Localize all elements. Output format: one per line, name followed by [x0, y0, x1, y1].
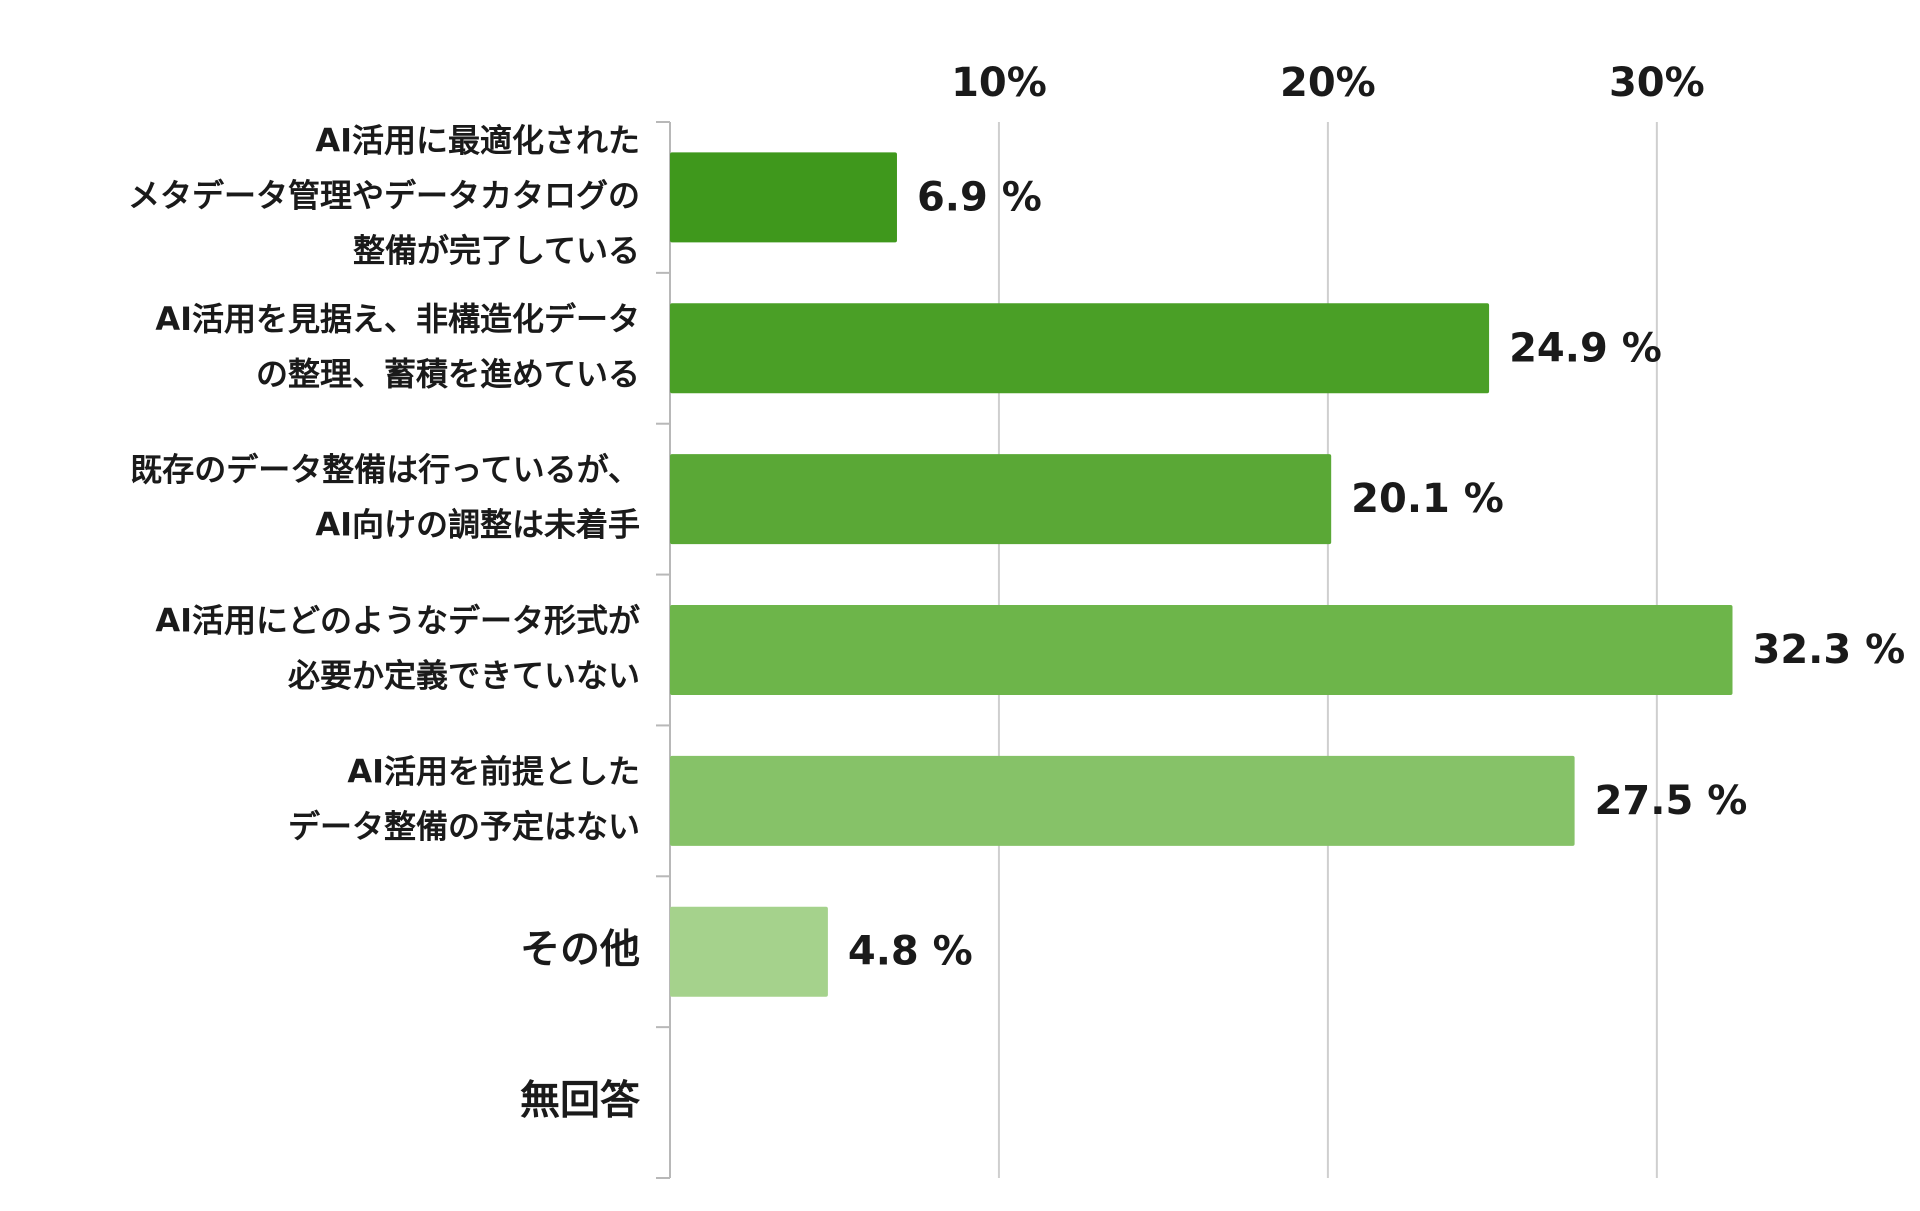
value-label: 4.8 %	[848, 929, 973, 975]
category-label: AI活用に最適化された	[315, 121, 640, 159]
value-label: 20.1 %	[1351, 476, 1504, 522]
bar	[670, 303, 1490, 394]
category-label: 必要か定義できていない	[288, 657, 640, 695]
category-label: メタデータ管理やデータカタログの	[128, 176, 640, 214]
category-label: AI活用を前提とした	[347, 752, 640, 790]
category-label: データ整備の予定はない	[288, 807, 640, 845]
bar	[670, 605, 1733, 695]
bar	[670, 906, 828, 997]
category-label: AI活用にどのようなデータ形式が	[155, 602, 640, 640]
value-label: 6.9 %	[917, 174, 1042, 220]
bar	[670, 454, 1332, 545]
value-label: 32.3 %	[1753, 627, 1906, 673]
bar	[670, 152, 897, 243]
x-tick-label: 30%	[1609, 60, 1705, 106]
category-label: 整備が完了している	[353, 231, 640, 269]
value-label: 27.5 %	[1595, 778, 1748, 824]
x-tick-label: 20%	[1280, 60, 1376, 106]
category-label: AI向けの調整は未着手	[315, 506, 640, 544]
x-tick-label: 10%	[951, 60, 1047, 106]
category-label: その他	[520, 927, 640, 973]
bar	[670, 755, 1575, 846]
category-label: 無回答	[520, 1078, 641, 1124]
value-label: 24.9 %	[1509, 325, 1662, 371]
category-label: 既存のデータ整備は行っているが、	[130, 451, 640, 489]
category-label: の整理、蓄積を進めている	[256, 355, 640, 393]
category-label: AI活用を見据え、非構造化データ	[155, 300, 640, 338]
